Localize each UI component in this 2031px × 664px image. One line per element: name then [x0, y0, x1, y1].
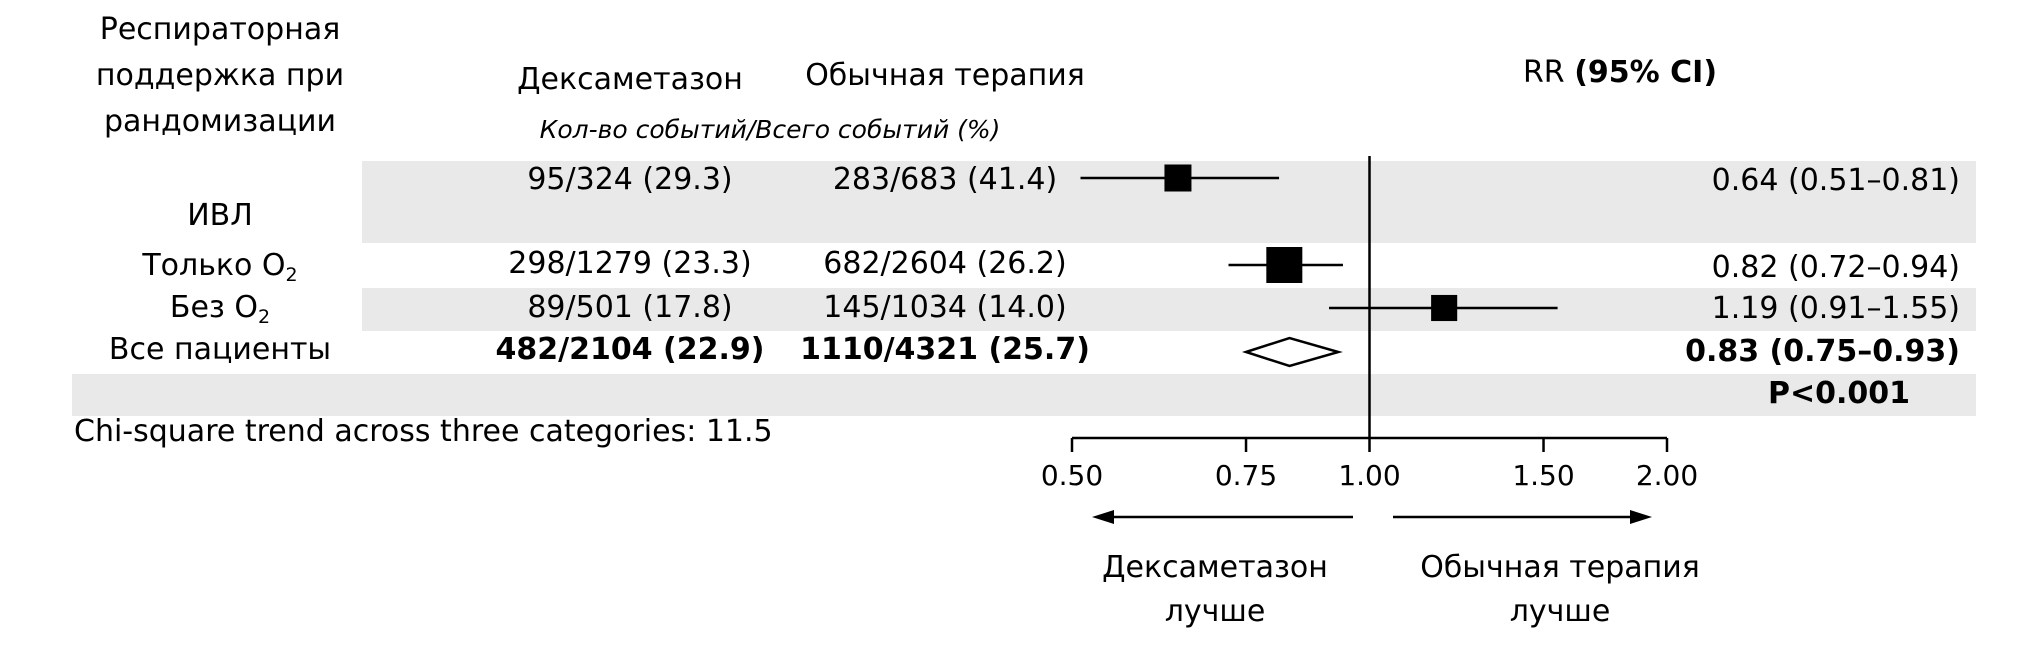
row-usual-no-oxygen: 145/1034 (14.0)	[823, 290, 1067, 325]
x-tick-label-0: 0.50	[1041, 459, 1103, 492]
column-header-rr: RR (95% CI)	[1390, 55, 1850, 91]
x-tick-label-3: 1.50	[1512, 459, 1574, 492]
point-estimate-1	[1266, 247, 1303, 283]
row-rr-no-oxygen: 1.19 (0.91–1.55)	[1711, 291, 1960, 326]
x-tick-label-4: 2.00	[1636, 459, 1698, 492]
row-dex-no-oxygen: 89/501 (17.8)	[527, 290, 733, 325]
x-tick-label-2: 1.00	[1338, 459, 1400, 492]
row-label-all-patients: Все пациенты	[108, 332, 332, 367]
column-subtitle: Кол-во событий/Всего событий (%)	[539, 115, 1001, 144]
rr-ci-label: (95% CI)	[1574, 55, 1718, 90]
arrow-right-head	[1630, 510, 1652, 524]
group-title-line-1: Респираторная	[99, 12, 341, 47]
point-estimate-2	[1431, 294, 1458, 322]
column-header-usual-care: Обычная терапия	[805, 58, 1085, 93]
row-dex-ventilation: 95/324 (29.3)	[527, 162, 733, 197]
row-dex-oxygen-only: 298/1279 (23.3)	[508, 246, 752, 281]
group-title-line-3: рандомизации	[103, 104, 337, 139]
point-estimate-0	[1164, 164, 1192, 192]
favors-dex-line-1: Дексаметазон	[1102, 550, 1328, 585]
column-header-dexamethasone: Дексаметазон	[517, 62, 743, 97]
group-title-line-2: поддержка при	[95, 58, 345, 93]
row-usual-all-patients: 1110/4321 (25.7)	[800, 332, 1090, 367]
row-rr-oxygen-only: 0.82 (0.72–0.94)	[1711, 250, 1960, 285]
label-subscript: 2	[285, 264, 298, 286]
row-usual-oxygen-only: 682/2604 (26.2)	[823, 246, 1067, 281]
x-tick-label-1: 0.75	[1215, 459, 1277, 492]
arrow-left-head	[1092, 510, 1114, 524]
favors-usual-line-2: лучше	[1509, 594, 1611, 629]
row-rr-all-patients: 0.83 (0.75–0.93)	[1685, 334, 1960, 369]
label-text: Без O	[169, 290, 259, 325]
favors-usual-line-1: Обычная терапия	[1420, 550, 1700, 585]
row-usual-ventilation: 283/683 (41.4)	[832, 162, 1058, 197]
band-p-value	[72, 374, 1976, 416]
row-rr-ventilation: 0.64 (0.51–0.81)	[1711, 163, 1960, 198]
row-label-ventilation: ИВЛ	[187, 198, 253, 233]
label-text: Только O	[142, 248, 286, 283]
label-subscript: 2	[258, 306, 271, 328]
rr-label: RR	[1522, 55, 1565, 90]
row-label-oxygen-only: Только O2	[70, 248, 370, 286]
band-row-3	[362, 288, 1976, 331]
p-value: P<0.001	[1767, 376, 1910, 411]
row-label-no-oxygen: Без O2	[70, 290, 370, 328]
row-dex-all-patients: 482/2104 (22.9)	[495, 332, 765, 367]
trend-note: Chi-square trend across three categories…	[74, 414, 773, 449]
favors-dex-line-2: лучше	[1164, 594, 1266, 629]
diamond-3	[1241, 336, 1343, 368]
